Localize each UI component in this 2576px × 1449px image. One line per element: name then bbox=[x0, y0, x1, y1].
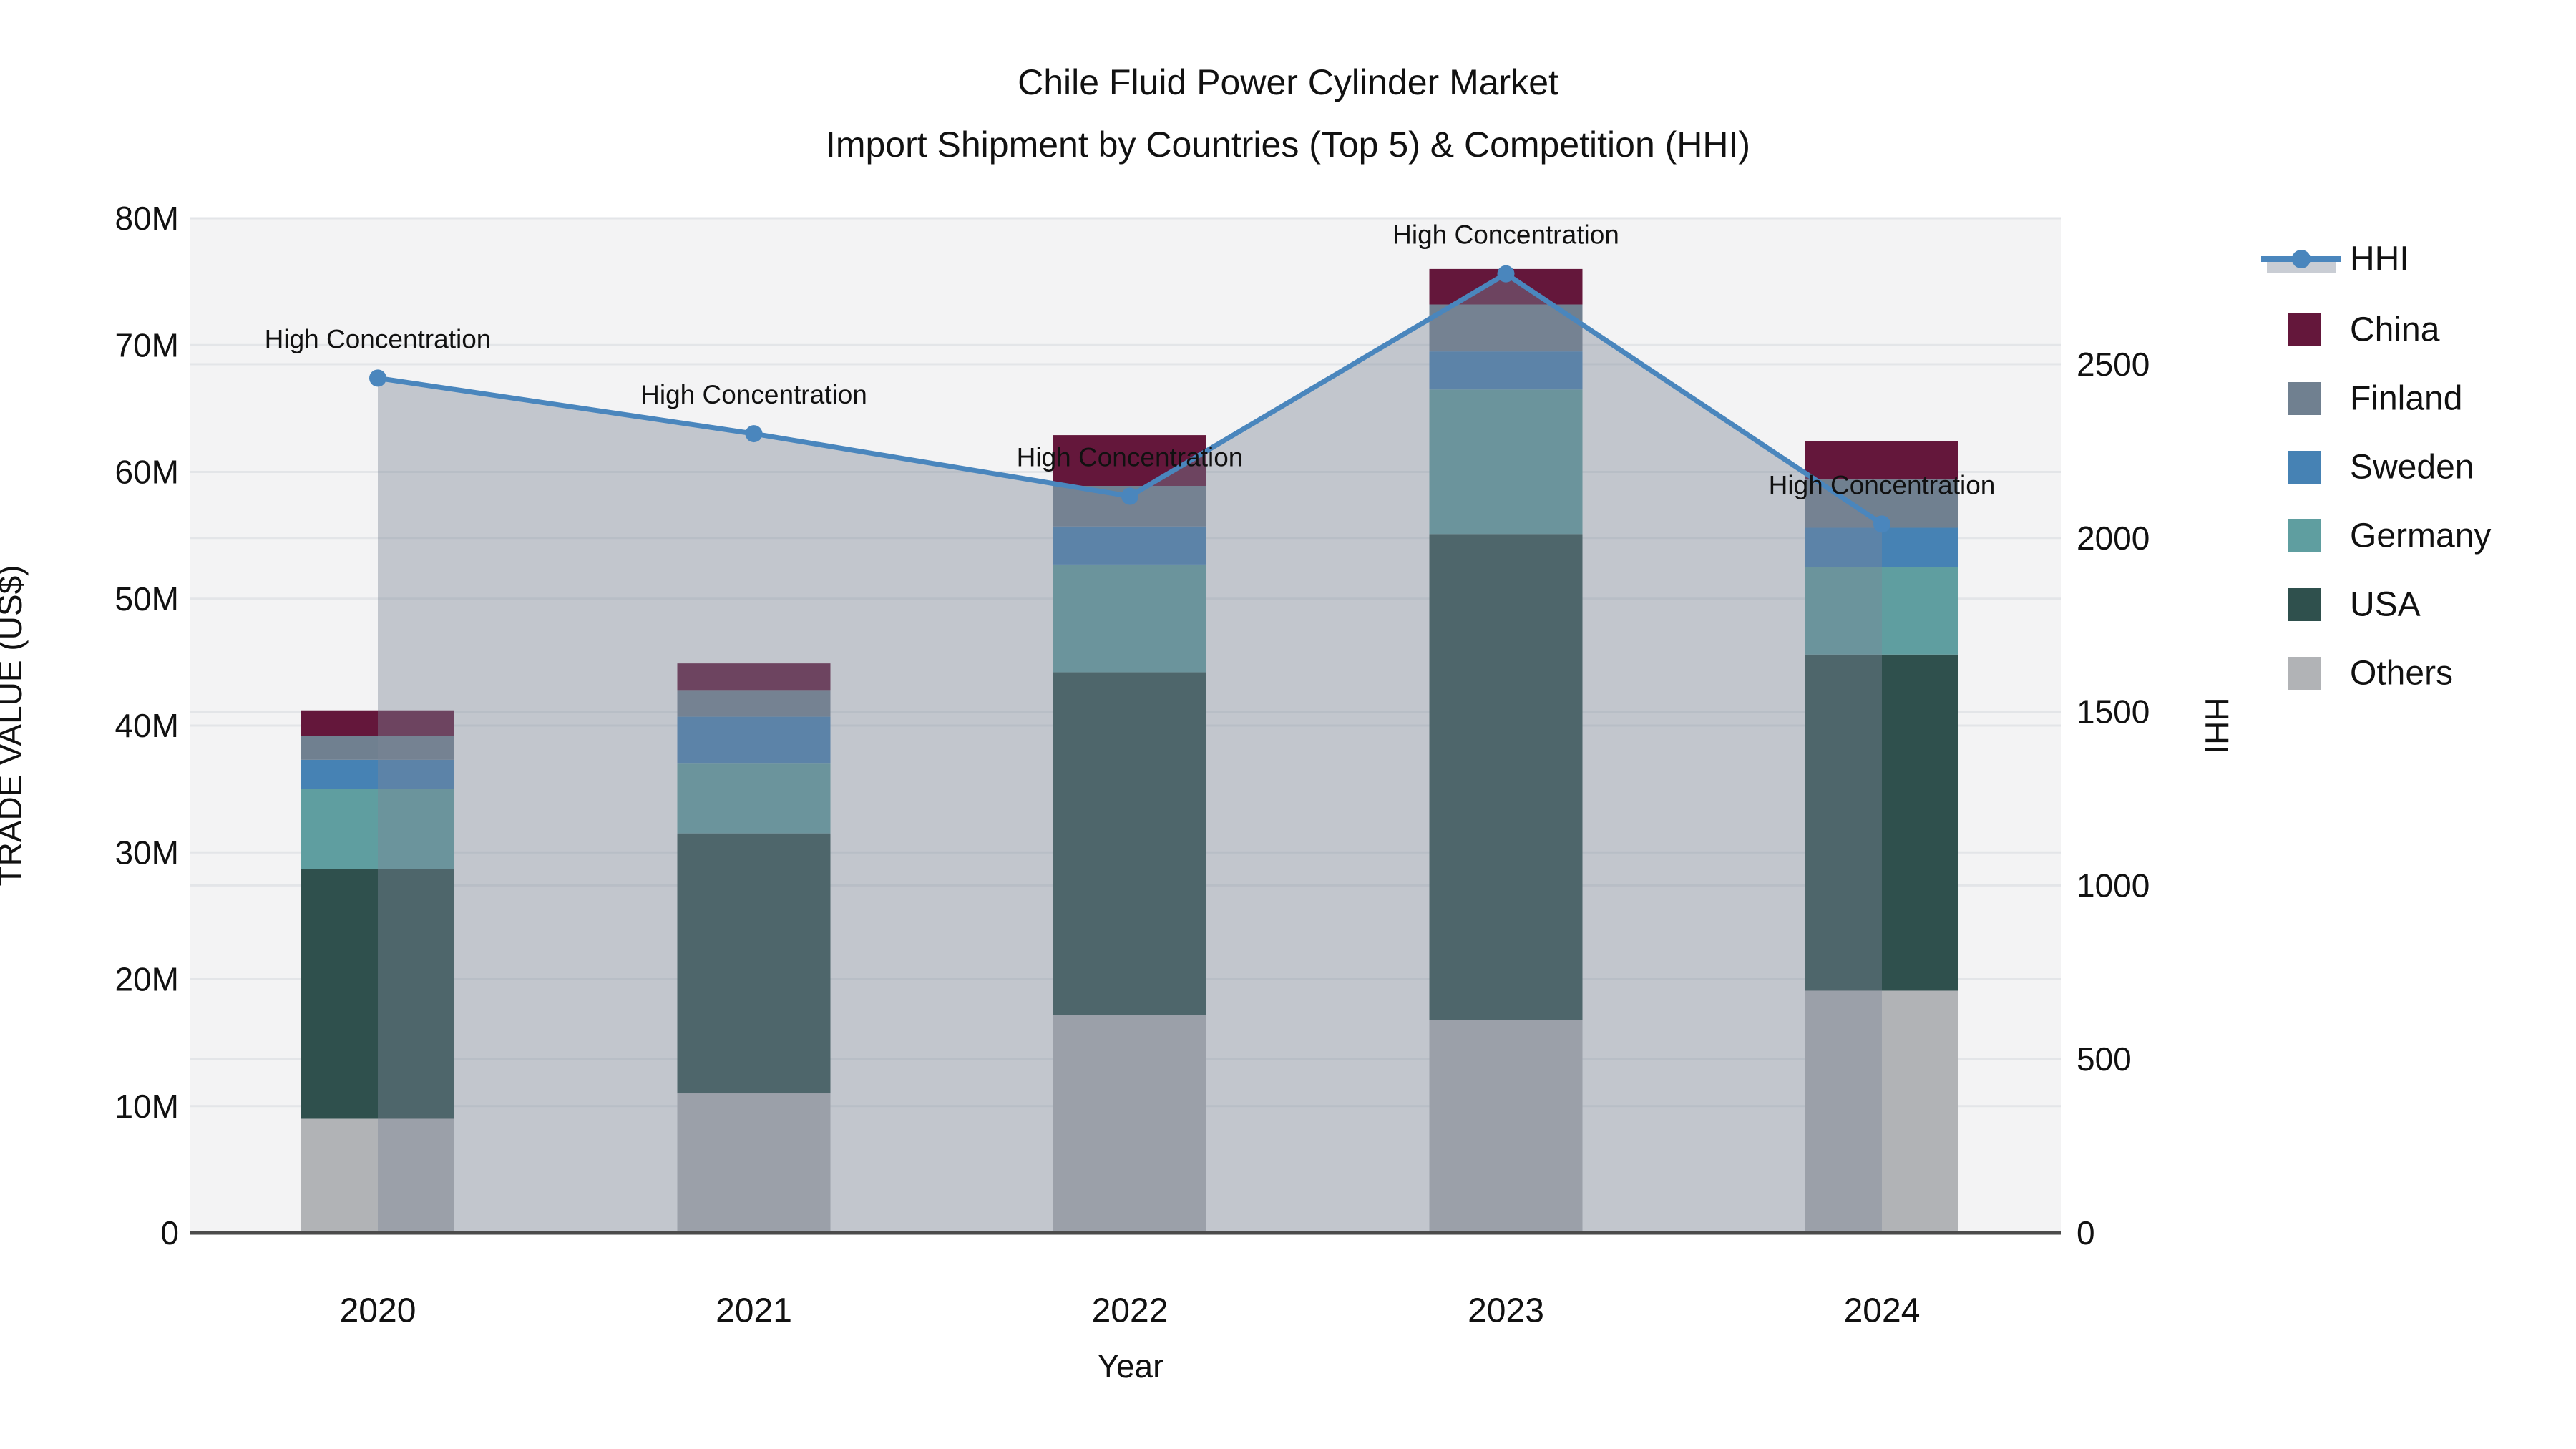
legend-swatch-usa bbox=[2288, 588, 2321, 621]
bar-segment-others-2021[interactable] bbox=[677, 1093, 831, 1233]
y-left-tick-label: 0 bbox=[160, 1214, 179, 1252]
legend-label-finland: Finland bbox=[2350, 380, 2462, 418]
legend-item-others[interactable]: Others bbox=[2288, 655, 2453, 693]
legend-label-germany: Germany bbox=[2350, 517, 2491, 555]
hhi-marker-2020[interactable] bbox=[369, 369, 386, 387]
y-left-tick-label: 70M bbox=[115, 326, 179, 364]
y-left-tick-label: 60M bbox=[115, 454, 179, 491]
bar-segment-usa-2024[interactable] bbox=[1805, 654, 1958, 991]
legend-swatch-finland bbox=[2288, 382, 2321, 415]
bar-segment-sweden-2021[interactable] bbox=[677, 716, 831, 764]
annotation-high-concentration-2021: High Concentration bbox=[640, 380, 867, 409]
y-right-axis-title: HHI bbox=[2198, 697, 2235, 753]
y-left-tick-label: 10M bbox=[115, 1088, 179, 1125]
x-axis-title: Year bbox=[1098, 1347, 1164, 1385]
y-right-tick-label: 1500 bbox=[2077, 693, 2150, 731]
bar-segment-china-2022[interactable] bbox=[1053, 435, 1206, 486]
annotation-high-concentration-2022: High Concentration bbox=[1017, 442, 1244, 472]
bar-segment-usa-2020[interactable] bbox=[301, 869, 454, 1119]
legend-label-hhi: HHI bbox=[2350, 240, 2409, 278]
bar-segment-germany-2024[interactable] bbox=[1805, 567, 1958, 655]
annotation-high-concentration-2024: High Concentration bbox=[1769, 470, 1996, 499]
y-left-tick-label: 80M bbox=[115, 200, 179, 237]
legend: HHI China Finland Sweden Germany USA Others bbox=[2261, 240, 2491, 693]
bar-segment-others-2022[interactable] bbox=[1053, 1015, 1206, 1233]
y-right-tick-label: 2000 bbox=[2077, 519, 2150, 557]
bar-segment-sweden-2020[interactable] bbox=[301, 759, 454, 789]
bar-segment-others-2023[interactable] bbox=[1429, 1020, 1583, 1233]
bars bbox=[301, 268, 1958, 1233]
x-tick-label-2023: 2023 bbox=[1468, 1292, 1544, 1330]
hhi-area bbox=[378, 273, 1882, 1234]
y-left-tick-label: 20M bbox=[115, 961, 179, 998]
annotation-high-concentration-2023: High Concentration bbox=[1392, 220, 1619, 250]
legend-item-finland[interactable]: Finland bbox=[2288, 380, 2462, 418]
legend-swatch-china bbox=[2288, 313, 2321, 346]
bar-segment-sweden-2022[interactable] bbox=[1053, 526, 1206, 565]
legend-swatch-sweden bbox=[2288, 451, 2321, 484]
legend-label-china: China bbox=[2350, 311, 2440, 349]
y-left-axis-title: TRADE VALUE (US$) bbox=[0, 565, 29, 886]
bar-segment-finland-2020[interactable] bbox=[301, 736, 454, 760]
legend-item-china[interactable]: China bbox=[2288, 311, 2440, 349]
x-tick-label-2024: 2024 bbox=[1844, 1292, 1921, 1330]
bar-segment-germany-2020[interactable] bbox=[301, 789, 454, 869]
hhi-marker-2022[interactable] bbox=[1121, 487, 1138, 505]
annotations: High Concentration High Concentration High… bbox=[265, 220, 1996, 500]
legend-item-hhi[interactable]: HHI bbox=[2261, 240, 2409, 278]
bar-segment-finland-2021[interactable] bbox=[677, 690, 831, 717]
y-left-tick-label: 40M bbox=[115, 707, 179, 744]
bar-segment-sweden-2023[interactable] bbox=[1429, 351, 1583, 390]
bar-segment-others-2020[interactable] bbox=[301, 1118, 454, 1233]
hhi-line bbox=[369, 265, 1890, 533]
legend-hhi-marker bbox=[2292, 250, 2311, 268]
axes: 0 10M 20M 30M 40M 50M 60M 70M 80M 0 500 1000 1500 200… bbox=[115, 200, 2150, 1330]
legend-item-sweden[interactable]: Sweden bbox=[2288, 449, 2474, 487]
hhi-marker-2021[interactable] bbox=[745, 425, 763, 443]
annotation-high-concentration-2020: High Concentration bbox=[265, 324, 492, 353]
bar-segment-sweden-2024[interactable] bbox=[1805, 527, 1958, 567]
y-right-tick-label: 500 bbox=[2077, 1040, 2132, 1078]
y-left-tick-label: 50M bbox=[115, 580, 179, 618]
bar-segment-usa-2022[interactable] bbox=[1053, 672, 1206, 1015]
bar-segment-china-2020[interactable] bbox=[301, 710, 454, 736]
hhi-area-fill bbox=[378, 273, 1882, 1234]
legend-item-usa[interactable]: USA bbox=[2288, 586, 2421, 624]
legend-item-germany[interactable]: Germany bbox=[2288, 517, 2491, 555]
x-tick-label-2021: 2021 bbox=[716, 1292, 792, 1330]
y-right-tick-label: 2500 bbox=[2077, 346, 2150, 383]
legend-label-others: Others bbox=[2350, 655, 2453, 693]
bar-segment-germany-2023[interactable] bbox=[1429, 389, 1583, 535]
legend-label-usa: USA bbox=[2350, 586, 2421, 624]
legend-swatch-germany bbox=[2288, 519, 2321, 552]
x-tick-label-2022: 2022 bbox=[1092, 1292, 1169, 1330]
bar-segment-usa-2023[interactable] bbox=[1429, 534, 1583, 1020]
chart-title-line1: Chile Fluid Power Cylinder Market bbox=[1018, 62, 1558, 102]
bar-segment-usa-2021[interactable] bbox=[677, 833, 831, 1094]
x-tick-label-2020: 2020 bbox=[340, 1292, 416, 1330]
bar-segment-germany-2021[interactable] bbox=[677, 763, 831, 834]
bar-segment-germany-2022[interactable] bbox=[1053, 564, 1206, 673]
bar-segment-china-2024[interactable] bbox=[1805, 441, 1958, 480]
y-right-tick-label: 1000 bbox=[2077, 867, 2150, 904]
hhi-marker-2023[interactable] bbox=[1497, 265, 1515, 283]
hhi-marker-2024[interactable] bbox=[1873, 515, 1890, 533]
bar-segment-china-2021[interactable] bbox=[677, 663, 831, 691]
legend-swatch-others bbox=[2288, 657, 2321, 690]
y-right-tick-label: 0 bbox=[2077, 1214, 2095, 1252]
bar-segment-others-2024[interactable] bbox=[1805, 990, 1958, 1233]
y-left-tick-label: 30M bbox=[115, 834, 179, 871]
legend-label-sweden: Sweden bbox=[2350, 449, 2474, 487]
bar-segment-finland-2023[interactable] bbox=[1429, 304, 1583, 352]
chart-title-line2: Import Shipment by Countries (Top 5) & C… bbox=[826, 125, 1750, 165]
